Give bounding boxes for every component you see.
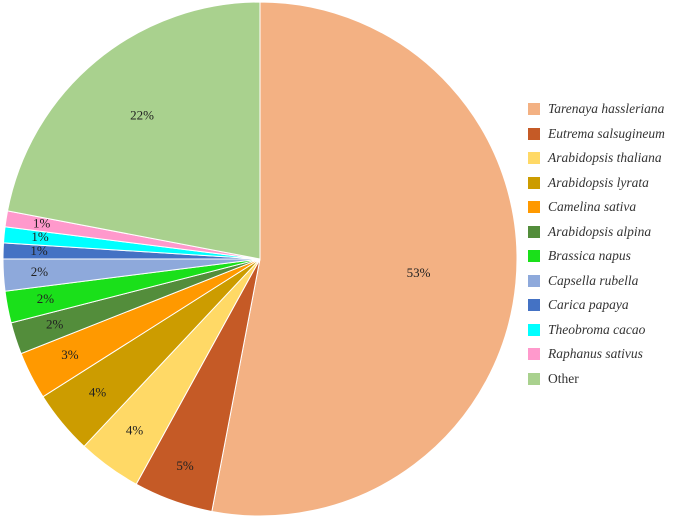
pie-labels: 53%5%4%4%3%2%2%2%1%1%1%22% — [30, 107, 430, 473]
pie-data-label: 1% — [31, 229, 49, 244]
legend-item: Theobroma cacao — [528, 318, 683, 343]
legend-swatch — [528, 152, 540, 165]
legend-label: Brassica napus — [548, 248, 631, 264]
legend-item: Other — [528, 367, 683, 392]
legend-item: Tarenaya hassleriana — [528, 97, 683, 122]
legend-swatch — [528, 274, 540, 287]
legend-swatch — [528, 176, 540, 189]
pie-data-label: 5% — [176, 458, 194, 473]
legend-label: Arabidopsis thaliana — [548, 150, 662, 166]
legend-swatch — [528, 323, 540, 336]
pie-data-label: 2% — [46, 317, 64, 332]
legend-item: Arabidopsis thaliana — [528, 146, 683, 171]
legend-swatch — [528, 127, 540, 140]
pie-data-label: 22% — [130, 107, 154, 122]
legend-label: Carica papaya — [548, 297, 629, 313]
legend-swatch — [528, 348, 540, 361]
pie-slices — [2, 1, 518, 517]
legend-label: Camelina sativa — [548, 199, 637, 215]
legend-swatch — [528, 250, 540, 263]
pie-slice-tarenaya-hassleriana — [211, 1, 518, 517]
legend: Tarenaya hassleriana Eutrema salsugineum A… — [528, 97, 683, 391]
legend-swatch — [528, 299, 540, 312]
legend-item: Eutrema salsugineum — [528, 122, 683, 147]
legend-label: Arabidopsis lyrata — [548, 174, 649, 190]
pie-data-label: 4% — [126, 423, 144, 438]
legend-item: Brassica napus — [528, 244, 683, 269]
pie-data-label: 1% — [33, 215, 51, 230]
legend-item: Camelina sativa — [528, 195, 683, 220]
pie-data-label: 4% — [89, 384, 107, 399]
legend-label: Eutrema salsugineum — [548, 125, 665, 141]
pie-data-label: 2% — [37, 291, 55, 306]
legend-label: Theobroma cacao — [548, 321, 646, 337]
pie-data-label: 2% — [31, 264, 49, 279]
legend-label: Tarenaya hassleriana — [548, 101, 665, 117]
legend-swatch — [528, 372, 540, 385]
legend-label: Other — [548, 370, 579, 386]
legend-item: Arabidopsis alpina — [528, 220, 683, 245]
legend-label: Arabidopsis alpina — [548, 223, 652, 239]
legend-label: Raphanus sativus — [548, 346, 643, 362]
legend-swatch — [528, 201, 540, 214]
legend-item: Carica papaya — [528, 293, 683, 318]
pie-data-label: 3% — [61, 347, 79, 362]
legend-swatch — [528, 225, 540, 238]
legend-label: Capsella rubella — [548, 272, 639, 288]
legend-item: Arabidopsis lyrata — [528, 171, 683, 196]
legend-item: Capsella rubella — [528, 269, 683, 294]
legend-swatch — [528, 103, 540, 116]
legend-item: Raphanus sativus — [528, 342, 683, 367]
pie-slice-other — [6, 1, 261, 260]
pie-data-label: 53% — [407, 265, 431, 280]
pie-data-label: 1% — [30, 243, 48, 258]
